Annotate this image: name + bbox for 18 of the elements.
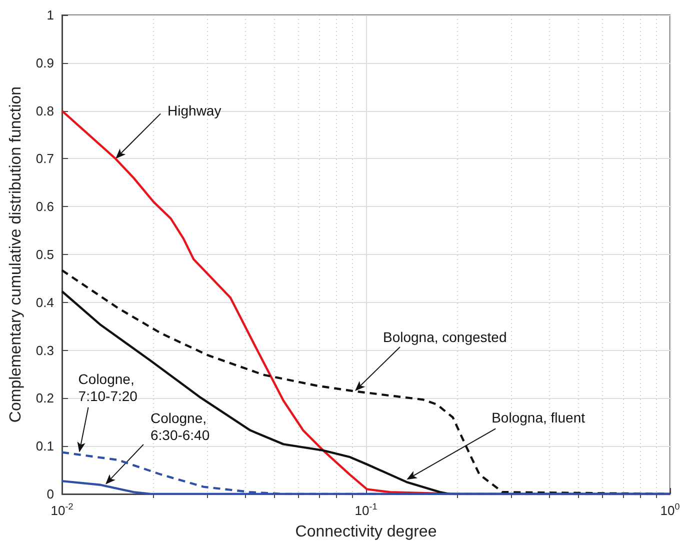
y-tick-label: 1 [46,8,54,22]
annotation: Highway [168,102,222,119]
y-axis-title: Complementary cumulative distribution function [8,86,24,423]
annotation: Cologne, 7:10-7:20 [78,370,138,404]
y-tick-label: 0.2 [36,390,54,406]
y-tick-label: 0.4 [36,294,54,310]
y-tick-label: 0.3 [36,342,54,358]
annotation: Cologne, 6:30-6:40 [150,410,210,443]
annotation: Bologna, fluent [492,410,586,426]
annotation: Bologna, congested [382,329,507,346]
y-tick-label: 0.8 [36,103,54,118]
y-tick-label: 0.1 [36,438,54,454]
y-tick-label: 0.6 [36,199,54,214]
x-axis-title: Connectivity degree [295,524,437,540]
y-tick-label: 0 [46,486,54,502]
y-tick-label: 0.7 [36,151,54,166]
y-tick-label: 0.5 [36,247,54,262]
y-tick-label: 0.9 [36,55,54,70]
